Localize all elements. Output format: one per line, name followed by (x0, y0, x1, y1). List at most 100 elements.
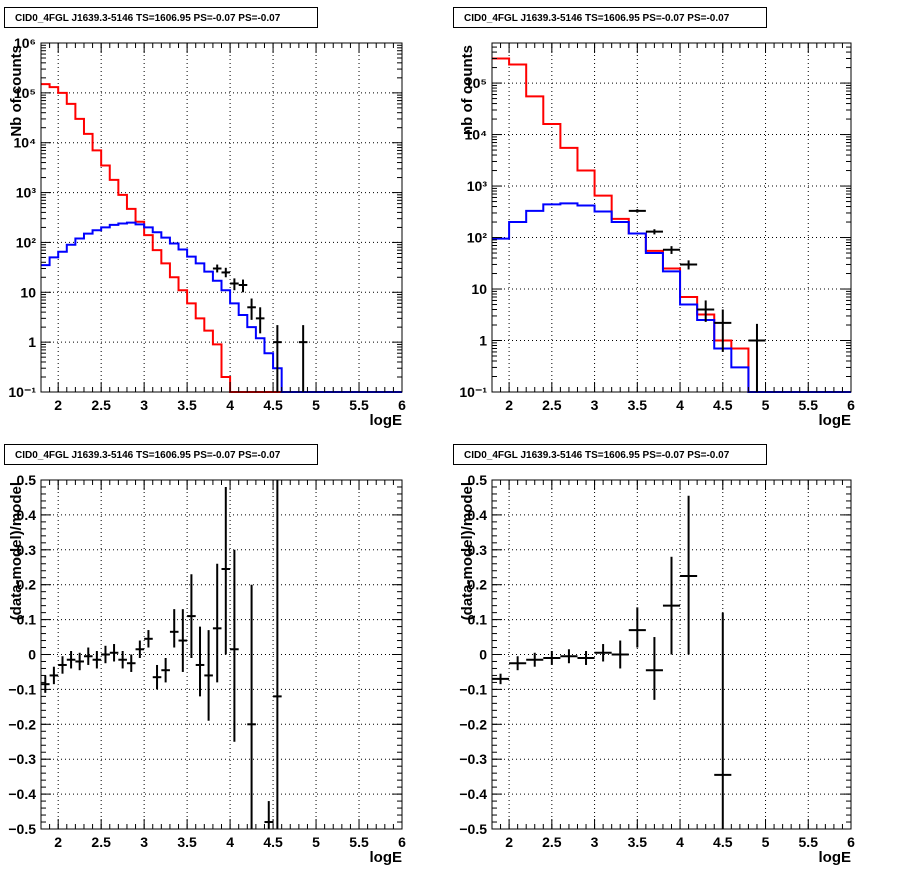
y-tick-label: 0.4 (468, 507, 488, 523)
x-tick-label: 5 (762, 834, 770, 850)
x-tick-label: 5.5 (799, 834, 819, 850)
data-point (298, 325, 308, 392)
y-tick-label: 10² (467, 230, 488, 246)
y-tick-label: 10⁴ (14, 135, 37, 151)
x-tick-label: 4.5 (263, 834, 283, 850)
data-point (230, 278, 239, 291)
x-tick-label: 3.5 (177, 397, 197, 413)
x-tick-label: 3.5 (177, 834, 197, 850)
x-tick-label: 5 (312, 834, 320, 850)
data-point (645, 229, 663, 235)
x-tick-label: 3.5 (628, 397, 648, 413)
y-tick-label: 10⁵ (14, 85, 36, 101)
y-tick-label: 0.1 (17, 612, 37, 628)
x-tick-label: 4.5 (713, 397, 733, 413)
data-point (748, 323, 766, 392)
x-tick-label: 3.5 (628, 834, 648, 850)
y-tick-label: 10⁵ (465, 75, 487, 91)
x-tick-label: 4.5 (263, 397, 283, 413)
x-tick-label: 2.5 (91, 834, 111, 850)
y-tick-label: 0.3 (17, 542, 37, 558)
data-point (247, 584, 256, 829)
data-point (697, 300, 715, 322)
x-tick-label: 6 (398, 834, 406, 850)
y-tick-label: 0.5 (468, 472, 488, 488)
data-point (628, 607, 646, 648)
data-point (135, 640, 145, 658)
data-point (628, 209, 646, 213)
data-point (645, 637, 663, 700)
y-axis-label: Nb of counts (8, 45, 25, 137)
y-tick-label: 0 (479, 647, 487, 663)
x-tick-label: 4 (226, 397, 234, 413)
data-point (212, 563, 222, 683)
data-point (611, 640, 629, 669)
y-tick-label: 10⁻¹ (8, 384, 36, 400)
y-tick-label: −0.5 (459, 821, 487, 837)
y-axis-label: (data-model)/model (459, 482, 476, 620)
x-tick-label: 3 (591, 397, 599, 413)
y-tick-label: −0.2 (459, 716, 487, 732)
data-point (118, 651, 127, 669)
x-tick-label: 4 (226, 834, 234, 850)
data-point (509, 656, 527, 671)
y-axis-label: nb of counts (459, 45, 476, 135)
data-point (221, 486, 231, 655)
panel-title-top-right: CID0_4FGL J1639.3-5146 TS=1606.95 PS=-0.… (453, 7, 767, 28)
y-tick-label: −0.4 (459, 786, 487, 802)
y-tick-label: −0.2 (8, 716, 36, 732)
x-tick-label: 3 (140, 834, 148, 850)
data-point (92, 651, 102, 669)
data-point (594, 644, 612, 662)
x-tick-label: 5.5 (799, 397, 819, 413)
chart-panel-1: 2 2.5 3 3.5 4 4.5 5 5.5 6 10⁻¹ 1 10 10² 10³ 10⁴ 10⁵ logE… (459, 42, 855, 429)
x-tick-label: 2.5 (542, 397, 562, 413)
y-tick-label: 1 (479, 333, 487, 349)
data-point (238, 279, 248, 293)
y-tick-label: −0.1 (8, 681, 36, 697)
panel-title-top-left: CID0_4FGL J1639.3-5146 TS=1606.95 PS=-0.… (4, 7, 318, 28)
y-tick-label: 0.2 (468, 577, 488, 593)
data-point (109, 644, 119, 662)
y-tick-label: 10³ (16, 185, 37, 201)
data-point (526, 652, 544, 667)
y-tick-label: 0.5 (17, 472, 37, 488)
panel-title-bottom-right: CID0_4FGL J1639.3-5146 TS=1606.95 PS=-0.… (453, 444, 767, 465)
data-point (680, 495, 698, 655)
y-tick-label: 10² (16, 234, 37, 250)
data-point (83, 647, 93, 665)
x-tick-label: 2 (505, 834, 513, 850)
y-tick-label: 0.4 (17, 507, 37, 523)
y-tick-label: 10³ (467, 178, 488, 194)
plot-area (41, 43, 402, 392)
data-point (221, 267, 231, 278)
data-point (169, 609, 179, 648)
plot-area (492, 43, 851, 392)
x-axis-label: logE (819, 849, 852, 866)
x-tick-label: 5.5 (349, 834, 369, 850)
y-tick-label: −0.3 (8, 751, 36, 767)
data-point (662, 556, 681, 655)
x-tick-label: 5.5 (349, 397, 369, 413)
x-tick-label: 4 (676, 834, 684, 850)
data-point (247, 298, 256, 320)
data-point (714, 612, 732, 829)
data-point (560, 649, 578, 664)
y-tick-label: 0.3 (468, 542, 488, 558)
x-axis-label: logE (819, 412, 852, 429)
data-point (680, 260, 698, 270)
x-tick-label: 6 (847, 397, 855, 413)
y-tick-label: 10⁶ (14, 35, 36, 51)
x-tick-label: 3 (591, 834, 599, 850)
y-tick-label: 10⁻¹ (459, 384, 487, 400)
y-axis-label: (data-model)/model (8, 482, 25, 620)
panel-title-bottom-left: CID0_4FGL J1639.3-5146 TS=1606.95 PS=-0.… (4, 444, 318, 465)
data-point (152, 664, 162, 690)
data-point (255, 307, 265, 334)
y-tick-label: 10⁴ (465, 127, 488, 143)
data-point (41, 675, 50, 693)
data-point (273, 325, 282, 392)
data-point (66, 651, 76, 669)
data-point (126, 654, 136, 672)
